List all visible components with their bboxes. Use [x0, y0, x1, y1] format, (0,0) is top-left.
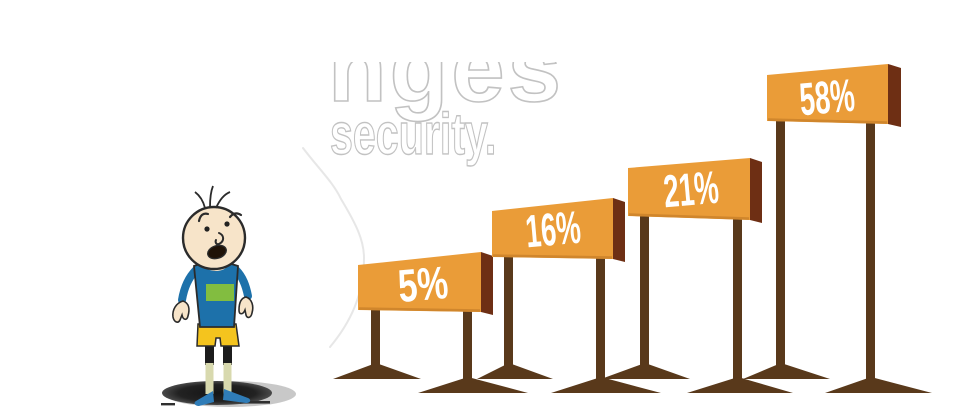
sign2-left-foot — [477, 363, 553, 379]
sign2-left-pole — [504, 250, 513, 378]
sign2-label: 16% — [523, 201, 582, 258]
sign-poles — [371, 114, 875, 390]
character-shirt-patch — [206, 284, 234, 301]
sign4-front-panel — [767, 64, 888, 124]
character-hair — [194, 185, 231, 209]
character-shorts — [196, 323, 240, 347]
sign-2: 16% — [492, 198, 625, 262]
sign1-side-panel — [481, 252, 493, 315]
character-right-shoe — [223, 389, 251, 403]
sign1-right-pole — [463, 305, 472, 390]
character-face — [197, 212, 243, 260]
ground-dash-left — [161, 403, 175, 406]
sign4-bottom-shade — [767, 118, 888, 124]
character-head — [181, 205, 247, 271]
character-left-shoe — [194, 391, 214, 406]
ground-dash-right — [240, 401, 270, 404]
sign2-right-pole — [596, 252, 605, 390]
sign2-front-panel — [492, 198, 613, 259]
character-left-eye — [204, 226, 210, 232]
sign3-label: 21% — [661, 161, 720, 218]
character-mouth — [207, 244, 227, 260]
signpost-chart: 5% 16% 21% 58% — [333, 64, 932, 393]
sign4-left-pole — [776, 114, 785, 378]
sign2-bottom-shade — [492, 254, 613, 259]
character-right-sock — [223, 363, 232, 394]
sign-1: 5% — [358, 252, 493, 315]
character-left-eyebrow — [197, 212, 210, 223]
sign4-right-pole — [866, 116, 875, 390]
character-left-sock — [205, 363, 214, 394]
sign3-right-pole — [733, 212, 742, 390]
cutout-boundary-arc — [302, 147, 366, 348]
sign1-bottom-shade — [358, 307, 481, 312]
character-left-arm — [178, 266, 200, 304]
sign1-front-panel — [358, 252, 481, 312]
sign1-left-pole — [371, 303, 380, 378]
sign3-left-pole — [640, 208, 649, 378]
sign4-left-foot — [743, 363, 830, 379]
sign-back-feet — [333, 363, 830, 379]
sign4-right-foot — [825, 377, 932, 393]
sign2-right-foot — [551, 377, 661, 393]
sign3-bottom-shade — [628, 213, 750, 220]
sign1-label: 5% — [396, 256, 450, 312]
character-left-hand — [172, 300, 190, 323]
sign4-label: 58% — [797, 69, 856, 126]
character-left-knee — [205, 345, 214, 365]
character-right-hand — [238, 296, 254, 319]
sign3-side-panel — [750, 158, 762, 223]
sign-3: 21% — [628, 158, 762, 223]
sign-front-feet — [418, 377, 932, 393]
sign-4: 58% — [767, 64, 901, 127]
sign1-right-foot — [418, 377, 528, 393]
character-right-eye — [224, 221, 230, 227]
sign3-front-panel — [628, 158, 750, 220]
character-nose — [214, 232, 225, 246]
character-right-knee — [223, 345, 232, 365]
sign3-right-foot — [687, 377, 793, 393]
character-illustration — [161, 185, 296, 407]
sign2-side-panel — [613, 198, 625, 262]
character-right-eyebrow — [228, 212, 243, 219]
sign4-side-panel — [888, 64, 901, 127]
